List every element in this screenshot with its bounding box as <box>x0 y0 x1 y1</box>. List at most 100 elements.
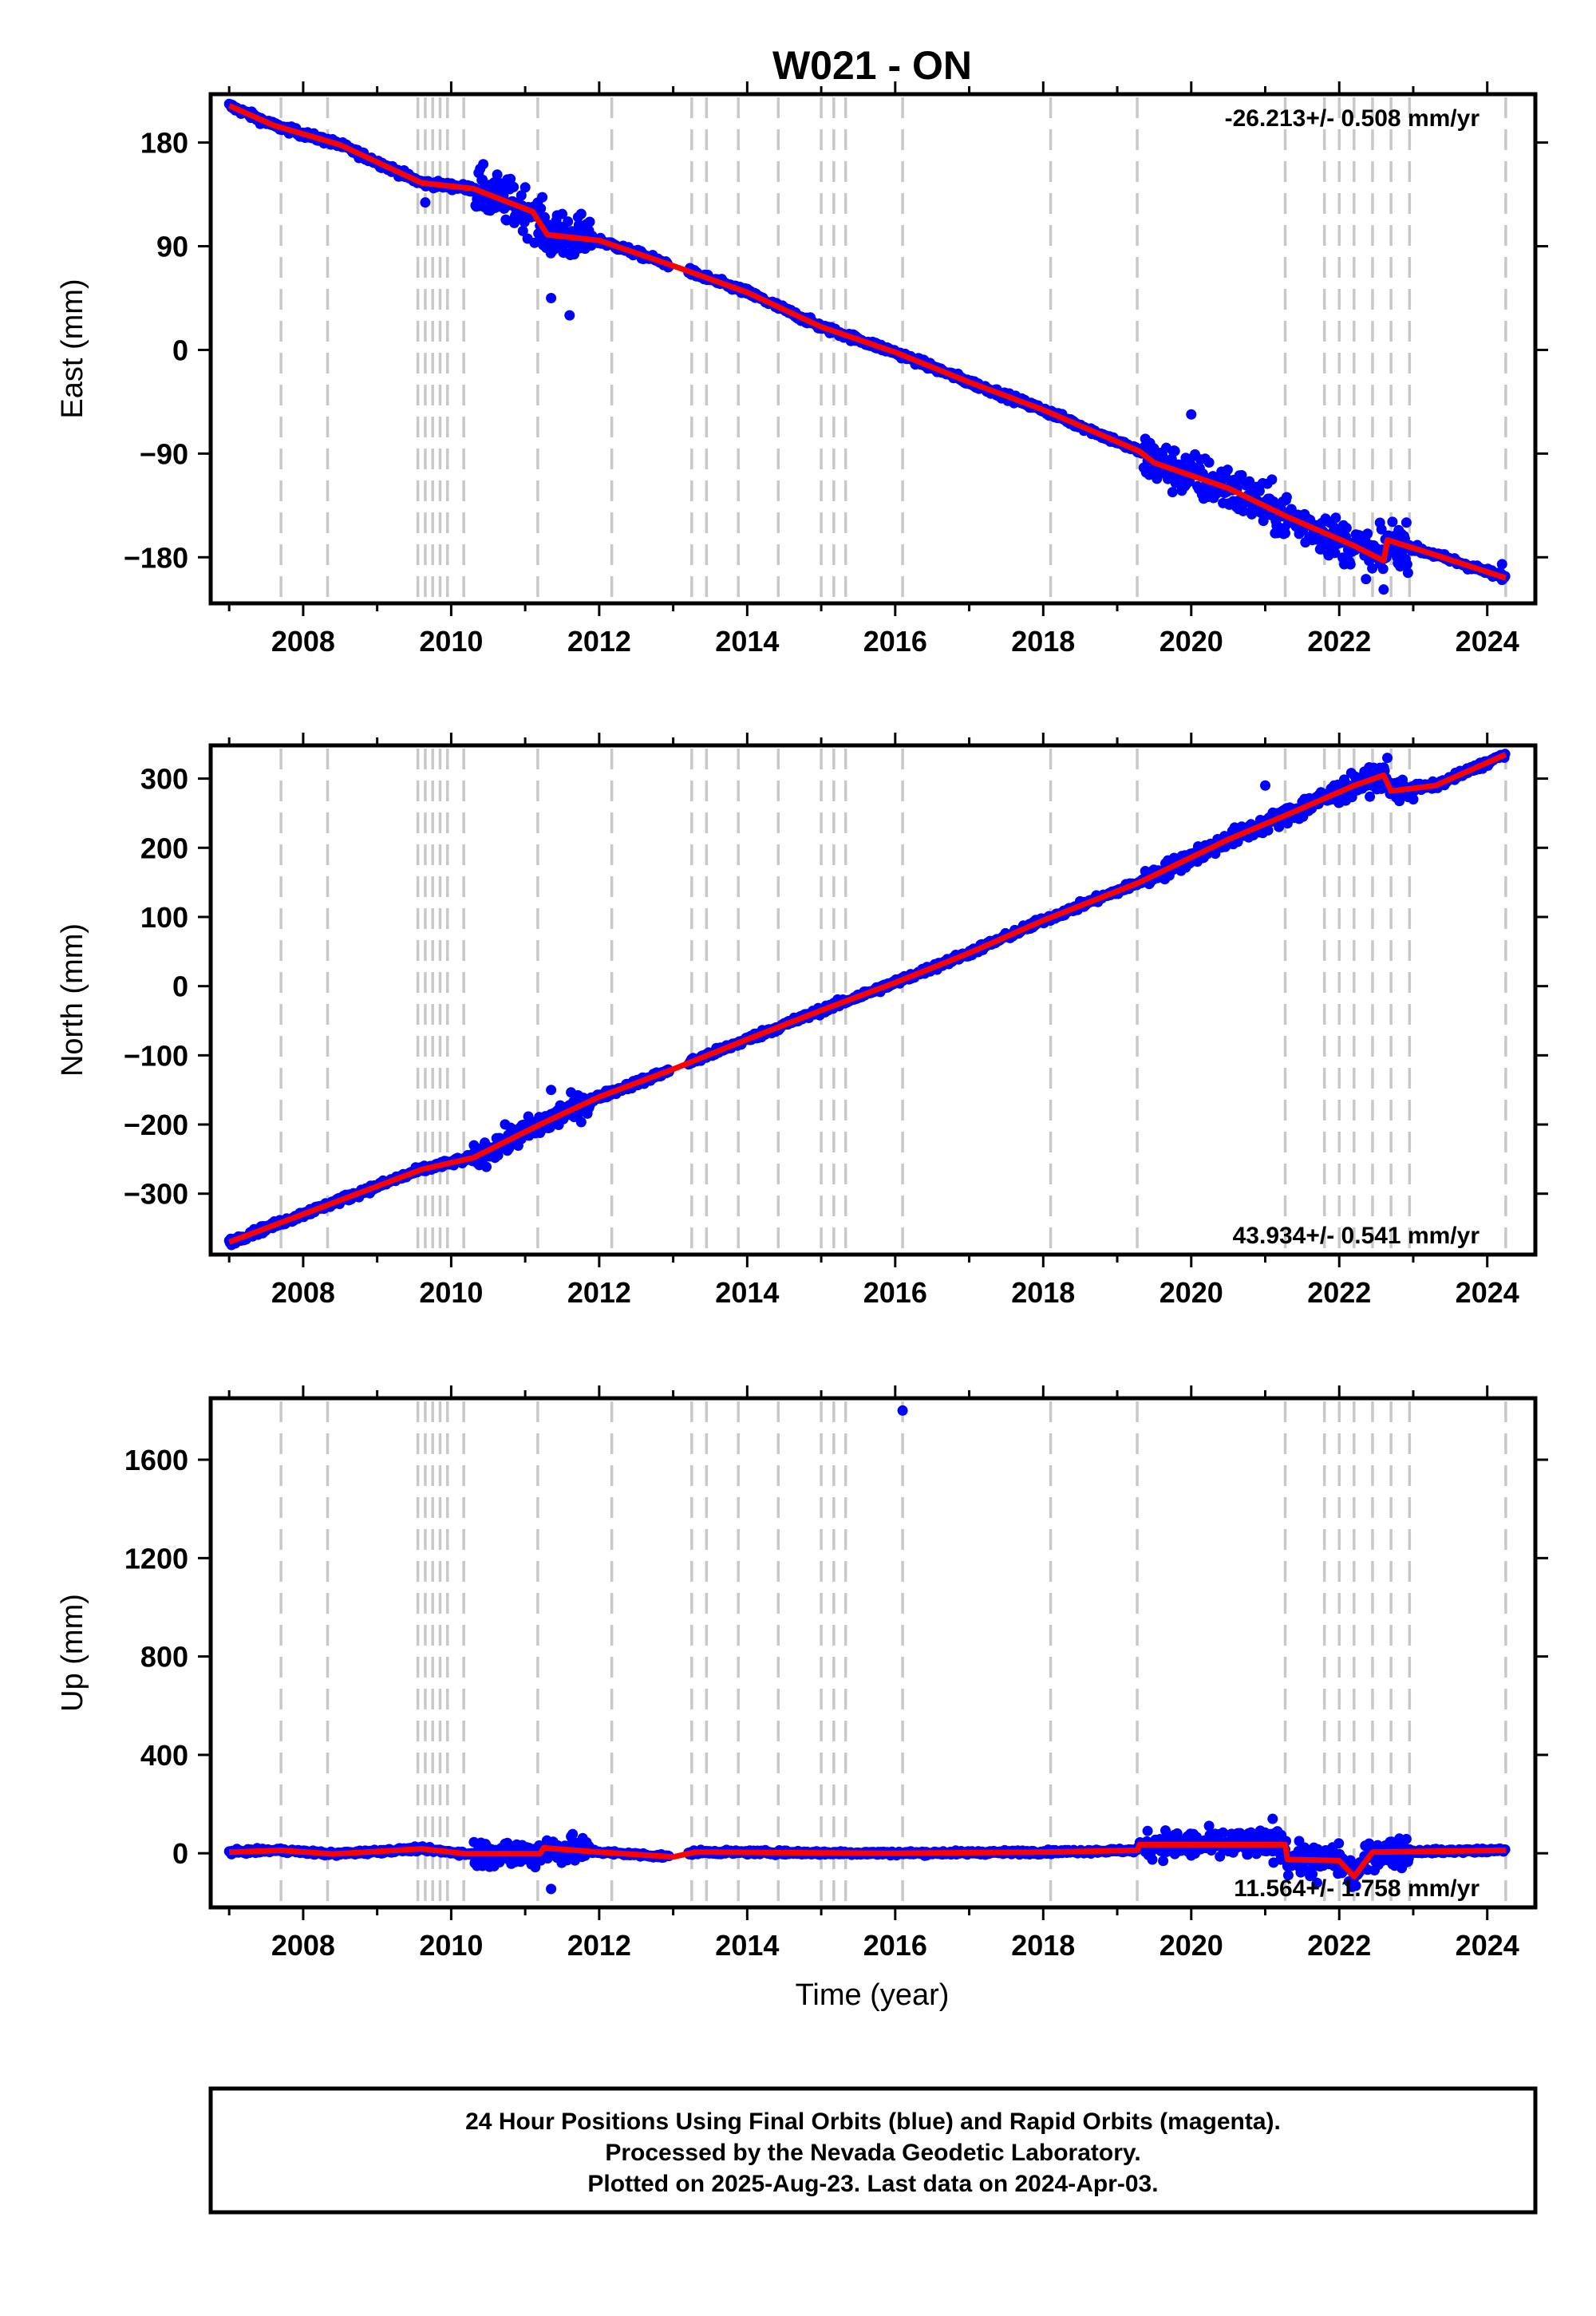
data-point <box>1367 563 1378 574</box>
data-point <box>1281 492 1292 503</box>
y-tick-label: −100 <box>124 1039 188 1072</box>
rate-label: 43.934+/- 0.541 mm/yr <box>1233 1223 1480 1249</box>
data-point <box>1361 574 1372 585</box>
outlier-point <box>1382 753 1393 764</box>
y-tick-label: 300 <box>140 763 188 796</box>
y-tick-label: −300 <box>124 1178 188 1211</box>
data-point <box>519 182 531 193</box>
data-point <box>1401 559 1412 570</box>
x-tick-label: 2012 <box>567 1276 631 1309</box>
outlier-point <box>1374 517 1385 528</box>
data-point <box>1236 470 1247 480</box>
data-point <box>575 1117 587 1128</box>
outlier-point <box>1378 584 1389 595</box>
data-point <box>1169 445 1180 456</box>
data-point <box>1203 1820 1215 1832</box>
y-axis-label: North (mm) <box>56 923 89 1077</box>
data-point <box>1282 1870 1294 1881</box>
data-point <box>1341 523 1352 534</box>
outlier-point <box>546 1085 557 1096</box>
data-point <box>481 1161 492 1172</box>
data-point <box>1362 528 1373 539</box>
data-point <box>492 1150 504 1161</box>
data-point <box>1333 1838 1345 1849</box>
outlier-point <box>420 197 431 208</box>
x-tick-label: 2008 <box>271 1276 335 1309</box>
data-point <box>516 190 527 201</box>
data-point <box>1329 547 1341 559</box>
data-point <box>1377 563 1389 575</box>
data-point <box>1350 1880 1361 1891</box>
x-tick-label: 2008 <box>271 625 335 658</box>
data-point <box>539 211 550 223</box>
data-point <box>1238 505 1249 516</box>
x-tick-label: 2020 <box>1159 625 1223 658</box>
data-point <box>1387 516 1398 528</box>
data-point <box>1400 517 1412 528</box>
data-point <box>478 159 489 170</box>
data-point <box>505 173 516 184</box>
data-point <box>1142 1825 1153 1836</box>
x-tick-label: 2024 <box>1456 1276 1519 1309</box>
data-point <box>1280 528 1290 539</box>
data-point <box>1365 791 1376 802</box>
x-tick-label: 2018 <box>1011 625 1075 658</box>
data-point <box>508 181 519 192</box>
data-point <box>1262 824 1274 836</box>
data-point <box>1254 485 1265 496</box>
x-tick-label: 2022 <box>1307 1276 1371 1309</box>
data-point <box>1167 487 1178 498</box>
data-point <box>584 216 595 227</box>
data-point <box>537 192 548 203</box>
data-point <box>1244 476 1255 487</box>
x-tick-label: 2022 <box>1307 625 1371 658</box>
y-tick-label: −90 <box>140 437 188 470</box>
y-tick-label: 0 <box>172 334 188 366</box>
x-tick-label: 2014 <box>715 1276 779 1309</box>
x-tick-label: 2016 <box>863 1276 927 1309</box>
outlier-point <box>1408 794 1419 805</box>
data-point <box>542 1853 553 1863</box>
y-tick-label: −200 <box>124 1109 188 1141</box>
y-tick-label: 180 <box>140 127 188 160</box>
data-point <box>567 1828 579 1840</box>
y-tick-label: 100 <box>140 901 188 934</box>
data-point <box>517 225 528 236</box>
outlier-point <box>546 292 557 303</box>
data-point <box>575 208 587 219</box>
data-point <box>1222 464 1233 476</box>
rate-label: -26.213+/- 0.508 mm/yr <box>1225 105 1480 132</box>
data-point <box>1158 1856 1169 1867</box>
y-tick-label: 90 <box>156 231 188 263</box>
data-point <box>1266 474 1278 485</box>
trend-line <box>227 103 1507 581</box>
data-point <box>1400 1833 1412 1844</box>
data-point <box>492 169 503 180</box>
trend-line <box>227 752 1507 1245</box>
x-tick-label: 2012 <box>567 625 631 658</box>
y-tick-label: −180 <box>124 541 188 574</box>
data-point <box>1215 1851 1226 1862</box>
outlier-point <box>557 208 568 219</box>
outlier-point <box>1186 409 1197 420</box>
x-tick-label: 2018 <box>1011 1276 1075 1309</box>
data-points-group <box>223 1405 1511 1895</box>
x-tick-label: 2010 <box>419 625 483 658</box>
panels-group: 180 90 0 −90 −180 2008 2010 2012 2014 2016 2018 202… <box>56 81 1548 1962</box>
data-point <box>1345 559 1356 570</box>
data-point <box>535 203 547 214</box>
data-point <box>533 228 544 239</box>
outlier-point <box>1260 780 1271 791</box>
x-tick-label: 2020 <box>1159 1276 1223 1309</box>
y-axis-label: East (mm) <box>56 279 89 418</box>
x-tick-label: 2010 <box>419 1276 483 1309</box>
data-point <box>1203 457 1215 468</box>
data-point <box>563 216 574 227</box>
data-point <box>1147 1854 1158 1865</box>
y-tick-label: 0 <box>172 970 188 1003</box>
data-point <box>1218 1827 1229 1838</box>
